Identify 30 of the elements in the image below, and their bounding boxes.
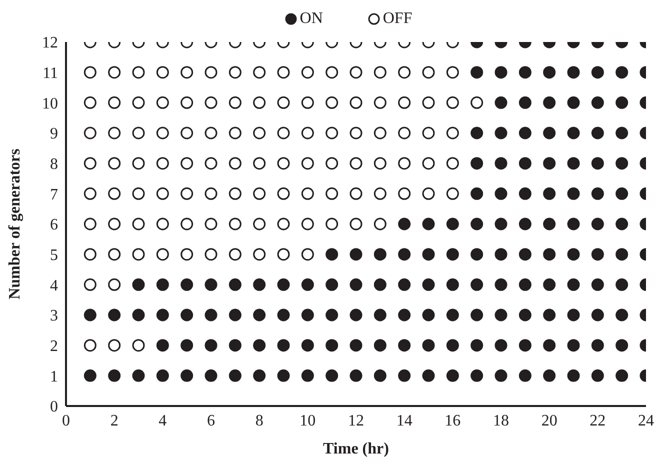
y-tick-label: 6 xyxy=(50,216,58,234)
x-tick-label: 2 xyxy=(110,412,118,430)
y-axis-title: Number of generators xyxy=(6,148,24,300)
x-tick-label: 14 xyxy=(396,412,412,430)
y-tick-label: 8 xyxy=(50,156,58,174)
y-tick-label: 7 xyxy=(50,186,58,204)
legend-label: ON xyxy=(300,10,323,28)
x-tick-label: 12 xyxy=(348,412,364,430)
y-tick-label: 0 xyxy=(50,398,58,416)
y-tick-label: 5 xyxy=(50,247,58,264)
y-tick-label: 9 xyxy=(50,126,58,143)
legend-label: OFF xyxy=(382,10,412,28)
x-tick-label: 6 xyxy=(207,412,215,430)
x-tick-label: 10 xyxy=(300,412,316,430)
y-tick-label: 3 xyxy=(50,308,58,325)
x-tick-label: 8 xyxy=(255,412,264,430)
x-tick-label: 20 xyxy=(541,412,558,430)
x-tick-label: 18 xyxy=(493,412,509,430)
y-tick-label: 1 xyxy=(50,368,58,386)
x-tick-label: 22 xyxy=(590,412,606,430)
y-tick-label: 10 xyxy=(42,95,58,112)
x-tick-label: 4 xyxy=(158,412,167,430)
y-tick-label: 2 xyxy=(50,338,58,356)
x-tick-label: 24 xyxy=(638,412,654,430)
x-tick-label: 0 xyxy=(62,412,70,430)
x-tick-label: 16 xyxy=(444,412,461,430)
y-tick-label: 12 xyxy=(42,34,58,52)
x-axis-title: Time (hr) xyxy=(323,440,389,458)
y-tick-label: 4 xyxy=(50,277,58,294)
y-tick-label: 11 xyxy=(42,65,58,82)
